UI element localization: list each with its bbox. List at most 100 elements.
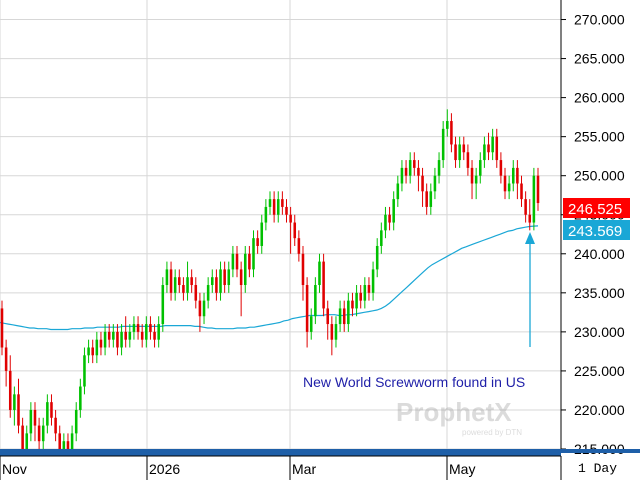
candle-body [227, 269, 231, 286]
candle-body [446, 121, 449, 129]
candle-body [264, 206, 268, 223]
candle-body [375, 245, 379, 270]
x-tick-label: Mar [292, 461, 316, 477]
candle-body [103, 331, 107, 348]
candle-body [0, 308, 4, 348]
candle-body [239, 269, 243, 286]
candle-body [314, 285, 317, 317]
candle-body [62, 441, 66, 449]
candle-body [74, 409, 78, 434]
candle-body [219, 269, 222, 293]
candle-body [297, 238, 301, 254]
candle-body [8, 370, 12, 410]
candle-body [429, 191, 433, 207]
candle-body [454, 144, 457, 161]
x-axis-band [0, 449, 561, 456]
candle-body [231, 253, 235, 270]
y-tick-label: 240.000 [574, 246, 625, 262]
candle-body [367, 285, 371, 293]
candle-body [13, 394, 16, 410]
watermark-brand: ProphetX [396, 397, 512, 427]
candle-body [322, 261, 325, 309]
candle-body [491, 136, 494, 153]
candle-body [511, 167, 515, 184]
interval-selector[interactable]: 1 Day [578, 461, 617, 476]
candle-body [132, 324, 136, 332]
candle-body [470, 167, 474, 184]
candle-body [404, 167, 408, 176]
candle-body [215, 277, 218, 293]
candle-body [120, 331, 123, 348]
candle-body [37, 425, 41, 442]
candle-body [326, 308, 330, 325]
candle-body [153, 331, 156, 340]
candle-body [206, 285, 210, 301]
x-tick-label: Nov [2, 461, 27, 477]
candle-body [524, 199, 527, 215]
candle-body [483, 144, 486, 161]
candle-body [4, 347, 8, 371]
y-tick-label: 235.000 [574, 285, 625, 301]
candle-body [450, 121, 453, 145]
candle-body [252, 238, 255, 270]
candle-body [478, 160, 482, 176]
candle-body [41, 425, 45, 442]
candle-body [198, 300, 202, 317]
candle-body [400, 167, 404, 184]
candle-body [268, 199, 272, 207]
x-tick-label: 2026 [149, 461, 180, 477]
candle-body [157, 324, 160, 340]
candle-body [380, 230, 383, 246]
candle-body [301, 253, 305, 286]
candle-body [165, 269, 169, 286]
watermark-sub: powered by DTN [462, 428, 522, 437]
candle-body [149, 324, 152, 332]
candle-body [338, 308, 342, 325]
y-tick-label: 255.000 [574, 129, 625, 145]
candle-body [190, 277, 193, 286]
candle-body [466, 152, 470, 168]
candle-body [173, 277, 177, 293]
candle-body [21, 425, 24, 457]
candle-body [87, 347, 90, 356]
candle-body [17, 394, 20, 426]
candle-body [392, 199, 395, 223]
candle-body [355, 292, 358, 309]
candle-body [95, 339, 99, 356]
candle-body [235, 253, 239, 270]
candle-body [495, 136, 499, 161]
candle-body [408, 160, 412, 176]
candle-body [99, 339, 103, 348]
ma-value-label: 243.569 [568, 223, 622, 240]
candle-body [347, 300, 350, 325]
candle-body [223, 269, 226, 286]
y-tick-label: 260.000 [574, 90, 625, 106]
candle-body [161, 285, 165, 325]
candle-body [66, 441, 70, 449]
x-axis-labels: Nov 2026 Mar May [0, 456, 475, 480]
candle-body [417, 167, 420, 176]
ma-value-badge: 243.569 [563, 220, 630, 240]
annotation-arrow [525, 232, 535, 347]
candle-body [256, 238, 259, 246]
candle-body [309, 316, 313, 332]
candle-body [532, 175, 536, 223]
candle-body [128, 331, 132, 340]
chart-grid [0, 0, 561, 450]
candle-body [421, 175, 424, 192]
candle-body [145, 324, 148, 340]
candle-body [276, 199, 280, 215]
prophetx-watermark: ProphetX powered by DTN [396, 397, 522, 437]
candle-body [272, 199, 276, 215]
candle-body [186, 277, 189, 293]
candle-body [487, 144, 490, 153]
candle-body [334, 324, 338, 340]
candle-body [281, 199, 284, 207]
candle-body [91, 347, 94, 356]
candle-body [202, 300, 206, 317]
candle-body [413, 160, 416, 168]
candlestick-series [0, 109, 540, 465]
y-tick-label: 220.000 [574, 402, 625, 418]
candle-body [528, 214, 532, 223]
